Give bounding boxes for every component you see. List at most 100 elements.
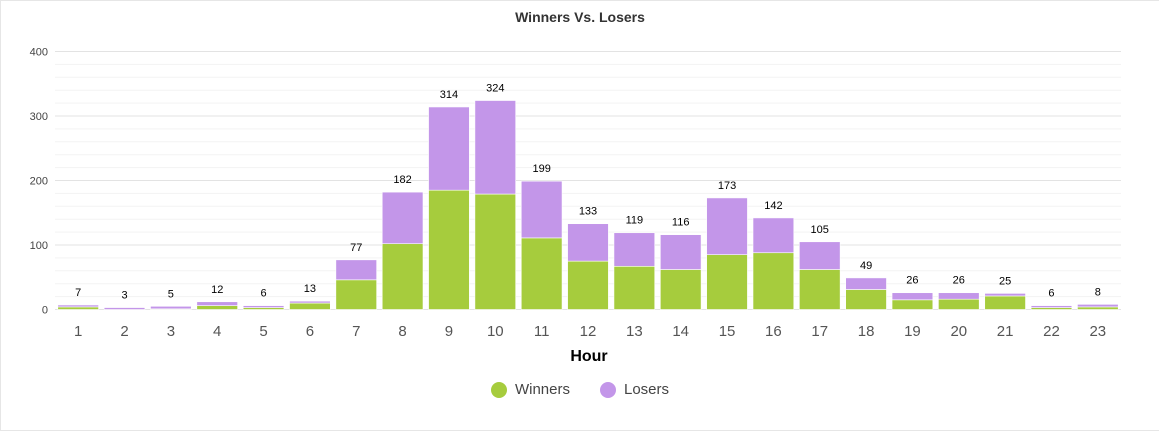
x-tick-label-7: 7 (352, 323, 360, 340)
x-tick-label-1: 1 (74, 323, 82, 340)
y-tick-label: 0 (42, 305, 48, 317)
data-label-total-17: 105 (811, 224, 829, 236)
x-tick-label-18: 18 (858, 323, 875, 340)
x-tick-label-15: 15 (719, 323, 736, 340)
x-tick-label-20: 20 (950, 323, 967, 340)
x-tick-label-12: 12 (580, 323, 597, 340)
data-label-total-15: 173 (718, 180, 736, 192)
bar-losers-3[interactable] (150, 305, 192, 310)
bar-winners-15[interactable] (706, 254, 748, 310)
bar-losers-13[interactable] (613, 232, 656, 267)
y-tick-label: 400 (30, 47, 48, 59)
bar-winners-19[interactable] (891, 299, 934, 310)
bar-losers-2[interactable] (103, 307, 146, 310)
x-tick-label-10: 10 (487, 323, 504, 340)
x-tick-label-8: 8 (398, 323, 406, 340)
y-tick-label: 200 (30, 176, 48, 188)
y-axis: 0 100 200 300 400 (30, 47, 48, 317)
x-tick-label-6: 6 (306, 323, 314, 340)
bar-losers-18[interactable] (845, 277, 887, 290)
y-tick-label: 300 (30, 111, 48, 123)
bar-losers-14[interactable] (660, 234, 702, 270)
legend-label-winners: Winners (514, 381, 570, 398)
data-label-total-9: 314 (440, 89, 458, 101)
bar-losers-10[interactable] (474, 100, 516, 195)
x-tick-label-4: 4 (213, 323, 221, 340)
x-tick-label-16: 16 (765, 323, 782, 340)
data-label-total-22: 6 (1048, 288, 1054, 300)
x-tick-label-19: 19 (904, 323, 921, 340)
bar-winners-11[interactable] (520, 237, 563, 310)
data-label-total-14: 116 (672, 217, 690, 229)
x-tick-label-13: 13 (626, 323, 643, 340)
data-label-total-7: 77 (350, 242, 362, 254)
data-label-total-19: 26 (906, 275, 918, 287)
bar-losers-22[interactable] (1030, 305, 1073, 308)
bar-winners-18[interactable] (845, 289, 887, 310)
data-label-total-21: 25 (999, 275, 1011, 287)
data-label-total-12: 133 (579, 206, 597, 218)
bar-winners-20[interactable] (938, 298, 980, 310)
bar-losers-23[interactable] (1077, 304, 1119, 308)
bar-winners-7[interactable] (335, 279, 377, 310)
x-axis-label: Hour (570, 348, 607, 365)
bar-winners-13[interactable] (613, 265, 656, 310)
bar-winners-6[interactable] (289, 302, 331, 310)
bar-winners-21[interactable] (984, 295, 1026, 310)
data-label-total-11: 199 (532, 163, 550, 175)
data-label-total-1: 7 (75, 287, 81, 299)
x-tick-label-2: 2 (120, 323, 128, 340)
legend: Winners Losers (0, 381, 1160, 398)
bar-losers-9[interactable] (428, 106, 470, 191)
bar-losers-6[interactable] (289, 300, 331, 304)
data-label-total-5: 6 (261, 288, 267, 300)
data-label-total-23: 8 (1095, 286, 1101, 298)
x-tick-label-9: 9 (445, 323, 453, 340)
x-tick-label-23: 23 (1089, 323, 1106, 340)
bar-losers-5[interactable] (242, 305, 285, 308)
legend-item-losers[interactable]: Losers (599, 381, 670, 398)
x-tick-label-17: 17 (811, 323, 828, 340)
bar-losers-19[interactable] (891, 292, 934, 301)
bar-winners-8[interactable] (381, 243, 424, 310)
bar-winners-23[interactable] (1077, 306, 1119, 310)
bar-losers-11[interactable] (520, 180, 563, 239)
bar-winners-14[interactable] (660, 269, 702, 310)
legend-swatch-losers (599, 381, 616, 398)
bar-losers-16[interactable] (752, 217, 795, 254)
legend-label-losers: Losers (623, 381, 670, 398)
legend-item-winners[interactable]: Winners (490, 381, 570, 398)
bar-winners-17[interactable] (799, 269, 841, 310)
bar-winners-10[interactable] (474, 193, 516, 310)
data-label-total-13: 119 (626, 215, 644, 227)
y-tick-label: 100 (30, 240, 48, 252)
data-label-total-18: 49 (860, 260, 872, 272)
bar-losers-4[interactable] (196, 301, 238, 306)
data-labels: 7 3 5 12 6 13 77 182 314 324 199 133 119 116 173 142 105… (75, 83, 1101, 302)
bar-losers-20[interactable] (938, 292, 980, 300)
bar-losers-21[interactable] (984, 293, 1026, 297)
bar-losers-8[interactable] (381, 191, 424, 245)
bar-winners-9[interactable] (428, 189, 470, 310)
bar-losers-12[interactable] (567, 223, 609, 262)
bars (57, 100, 1119, 310)
x-tick-label-14: 14 (672, 323, 689, 340)
x-tick-label-5: 5 (259, 323, 267, 340)
bar-losers-7[interactable] (335, 259, 377, 281)
bar-losers-17[interactable] (799, 241, 841, 270)
data-label-total-16: 142 (764, 200, 782, 212)
data-label-total-4: 12 (211, 284, 223, 296)
bar-losers-15[interactable] (706, 197, 748, 255)
data-label-total-3: 5 (168, 288, 174, 300)
x-axis: 1 2 3 4 5 6 7 8 9 10 11 12 13 14 15 16 17 18 19 20 21 22 23 (74, 323, 1106, 340)
x-tick-label-11: 11 (534, 323, 550, 340)
data-label-total-20: 26 (953, 275, 965, 287)
bar-winners-12[interactable] (567, 260, 609, 310)
data-label-total-2: 3 (121, 290, 127, 302)
bar-winners-16[interactable] (752, 252, 795, 310)
bar-winners-1[interactable] (57, 306, 99, 310)
bar-winners-4[interactable] (196, 305, 238, 310)
bar-losers-1[interactable] (57, 304, 99, 308)
chart-title: Winners Vs. Losers (515, 9, 645, 25)
